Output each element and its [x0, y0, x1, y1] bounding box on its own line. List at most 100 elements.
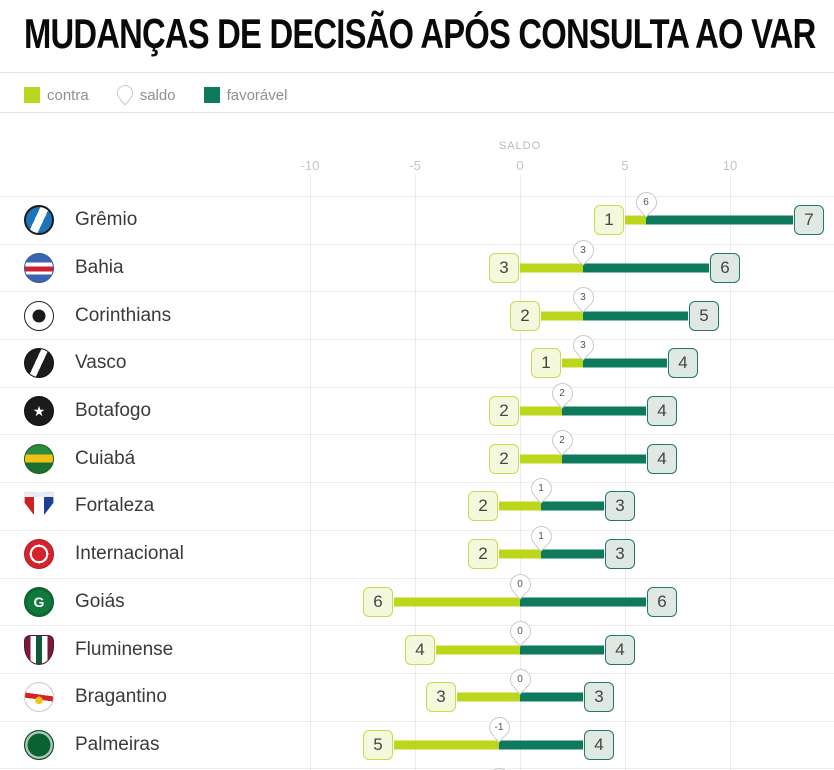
axis-ticks: -10 -5 0 5 10	[0, 158, 834, 174]
team-name: Grêmio	[75, 209, 138, 231]
legend-label: contra	[47, 86, 89, 104]
saldo-bubble: 6	[635, 192, 657, 213]
favoravel-swatch-icon	[203, 87, 220, 103]
team-name: Palmeiras	[75, 733, 160, 755]
saldo-bubble: 1	[530, 525, 552, 547]
contra-value-box: 4	[405, 634, 435, 665]
favoravel-bar	[520, 692, 583, 702]
contra-value-box: 2	[489, 396, 519, 427]
favoravel-value-box: 4	[668, 348, 698, 379]
team-name: Vasco	[75, 352, 127, 374]
gridline	[730, 174, 731, 770]
contra-bar	[436, 645, 520, 655]
team-row-goias: Goiás 6 6 0	[0, 573, 834, 627]
axis-tick-label: 10	[722, 158, 738, 173]
favoravel-value-box: 4	[647, 443, 677, 474]
team-row-gremio: Grêmio 1 7 6	[0, 192, 834, 245]
favoravel-bar	[583, 358, 667, 368]
favoravel-bar	[562, 406, 646, 416]
contra-value-box: 2	[510, 300, 540, 331]
page-title: MUDANÇAS DE DECISÃO APÓS CONSULTA AO VAR	[24, 10, 816, 57]
var-decisions-chart: SALDO -10 -5 0 5 10 Grêmio 1 7 6 Bahia 3 6 3 Corinth…	[0, 112, 834, 770]
favoravel-bar	[583, 311, 688, 321]
favoravel-bar	[646, 215, 793, 225]
gridline	[520, 174, 521, 770]
contra-bar	[520, 263, 583, 273]
saldo-bubble: -1	[488, 716, 510, 738]
legend-item-contra: contra	[24, 87, 89, 104]
rows: Grêmio176Bahia363Corinthians253Vasco143B…	[0, 192, 834, 770]
favoravel-value-box: 4	[647, 396, 677, 427]
axis-tick-label: 5	[621, 158, 629, 173]
team-row-bragantino: Bragantino 3 3 0	[0, 668, 834, 722]
contra-value-box: 2	[468, 539, 498, 570]
legend-item-saldo: saldo	[116, 85, 176, 104]
legend-label: saldo	[139, 86, 176, 104]
axis-tick-label: -10	[300, 158, 320, 173]
contra-bar	[520, 454, 562, 464]
saldo-bubble: 0	[509, 573, 531, 595]
fluminense-crest-icon	[24, 634, 54, 665]
contra-value-box: 1	[594, 205, 624, 236]
favoravel-value-box: 3	[584, 682, 614, 713]
contra-value-box: 3	[426, 682, 456, 713]
goias-crest-icon	[24, 586, 54, 617]
legend-label: favorável	[226, 86, 288, 104]
saldo-bubble: 3	[572, 239, 594, 261]
team-name: Goiás	[75, 590, 125, 612]
legend-item-favoravel: favorável	[203, 86, 288, 104]
bahia-crest-icon	[24, 253, 54, 284]
cuiaba-crest-icon	[24, 443, 54, 474]
team-row-fortaleza: Fortaleza 2 3 1	[0, 478, 834, 531]
palmeiras-crest-icon	[24, 729, 54, 760]
contra-value-box: 2	[468, 491, 498, 522]
saldo-bubble: 3	[572, 335, 594, 357]
saldo-bubble: 1	[530, 478, 552, 500]
contra-value-box: 3	[489, 253, 519, 284]
favoravel-value-box: 4	[584, 729, 614, 760]
favoravel-value-box: 7	[794, 205, 824, 236]
team-name: Internacional	[75, 543, 184, 565]
gridline	[625, 174, 626, 770]
contra-bar	[499, 501, 541, 511]
team-row-internacional: Internacional 2 3 1	[0, 525, 834, 579]
team-name: Bragantino	[75, 686, 167, 708]
team-row-cuiaba: Cuiabá 2 4 2	[0, 430, 834, 484]
contra-value-box: 6	[363, 586, 393, 617]
team-name: Bahia	[75, 257, 124, 279]
favoravel-value-box: 5	[689, 300, 719, 331]
favoravel-value-box: 3	[605, 539, 635, 570]
axis-tick-label: -5	[409, 158, 421, 173]
vasco-crest-icon	[24, 348, 54, 379]
favoravel-bar	[583, 263, 709, 273]
saldo-bubble: 3	[572, 287, 594, 309]
favoravel-value-box: 6	[647, 586, 677, 617]
team-row-vasco: Vasco 1 4 3	[0, 335, 834, 388]
divider	[0, 112, 834, 113]
gremio-crest-icon	[24, 205, 54, 236]
team-name: Botafogo	[75, 400, 152, 422]
contra-bar	[394, 597, 520, 607]
team-row-corinthians: Corinthians 2 5 3	[0, 287, 834, 341]
gridline	[310, 174, 311, 770]
legend: contra saldo favorável	[24, 80, 287, 110]
saldo-pin-icon	[116, 85, 133, 101]
axis-tick-label: 0	[516, 158, 524, 173]
team-row-palmeiras: Palmeiras 5 4 -1	[0, 716, 834, 770]
favoravel-bar	[520, 597, 646, 607]
favoravel-bar	[541, 549, 604, 559]
contra-bar	[541, 311, 583, 321]
contra-bar	[562, 358, 583, 368]
contra-bar	[499, 549, 541, 559]
team-name: Corinthians	[75, 304, 172, 326]
saldo-bubble: 2	[551, 382, 573, 404]
saldo-bubble: 0	[509, 668, 531, 690]
axis-title: SALDO	[498, 140, 542, 152]
favoravel-value-box: 6	[710, 253, 740, 284]
fortaleza-crest-icon	[24, 492, 54, 522]
saldo-bubble: 0	[509, 621, 531, 643]
team-row-fluminense: Fluminense 4 4 0	[0, 621, 834, 674]
team-name: Fluminense	[75, 638, 174, 660]
favoravel-bar	[541, 501, 604, 511]
